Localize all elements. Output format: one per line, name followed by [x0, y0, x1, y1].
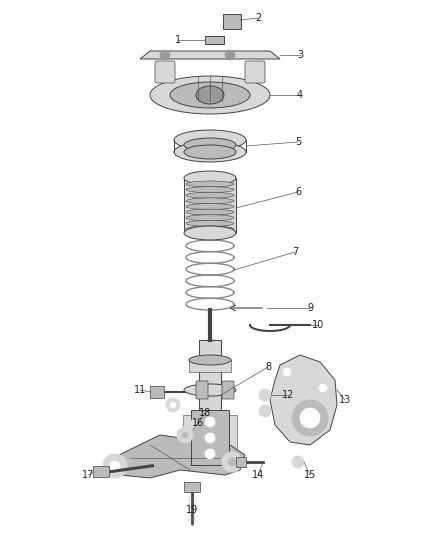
Ellipse shape [186, 226, 234, 232]
Text: 5: 5 [295, 137, 301, 147]
Circle shape [205, 417, 215, 427]
Text: 8: 8 [265, 362, 271, 372]
FancyBboxPatch shape [245, 61, 265, 83]
FancyBboxPatch shape [199, 340, 221, 410]
Ellipse shape [186, 215, 234, 221]
Ellipse shape [186, 209, 234, 215]
Text: 3: 3 [297, 50, 303, 60]
FancyBboxPatch shape [150, 386, 164, 398]
Ellipse shape [184, 171, 236, 185]
FancyBboxPatch shape [189, 360, 231, 372]
Ellipse shape [186, 181, 234, 187]
FancyBboxPatch shape [184, 178, 236, 233]
Circle shape [166, 398, 180, 412]
FancyBboxPatch shape [229, 415, 237, 460]
Circle shape [205, 449, 215, 459]
Ellipse shape [186, 192, 234, 198]
Circle shape [225, 50, 235, 60]
FancyBboxPatch shape [183, 415, 191, 460]
Ellipse shape [186, 187, 234, 192]
Text: 19: 19 [186, 505, 198, 515]
Text: 13: 13 [339, 395, 351, 405]
Circle shape [292, 400, 328, 436]
Text: 10: 10 [312, 320, 324, 330]
Circle shape [170, 402, 176, 408]
Circle shape [319, 384, 327, 392]
Ellipse shape [186, 220, 234, 227]
Circle shape [283, 368, 291, 376]
Ellipse shape [174, 142, 246, 162]
Circle shape [259, 389, 271, 401]
Text: 15: 15 [304, 470, 316, 480]
Text: 16: 16 [192, 418, 204, 428]
Ellipse shape [184, 226, 236, 240]
Ellipse shape [170, 82, 250, 108]
Text: 11: 11 [134, 385, 146, 395]
Ellipse shape [186, 204, 234, 209]
Ellipse shape [184, 145, 236, 159]
Text: 1: 1 [175, 35, 181, 45]
Circle shape [259, 405, 271, 417]
Circle shape [228, 458, 236, 466]
Ellipse shape [196, 86, 224, 104]
Polygon shape [270, 355, 337, 445]
Text: 14: 14 [252, 470, 264, 480]
Circle shape [205, 433, 215, 443]
Text: 9: 9 [307, 303, 313, 313]
Ellipse shape [174, 130, 246, 150]
Circle shape [110, 461, 120, 471]
Text: 7: 7 [292, 247, 298, 257]
Ellipse shape [184, 384, 236, 396]
Circle shape [321, 436, 329, 444]
Polygon shape [140, 51, 280, 59]
Circle shape [160, 50, 170, 60]
FancyBboxPatch shape [184, 482, 200, 492]
Ellipse shape [150, 76, 270, 114]
Text: 2: 2 [255, 13, 261, 23]
FancyBboxPatch shape [155, 61, 175, 83]
FancyBboxPatch shape [222, 381, 234, 399]
Circle shape [222, 452, 242, 472]
FancyBboxPatch shape [196, 381, 208, 399]
FancyBboxPatch shape [205, 36, 223, 44]
Ellipse shape [184, 138, 236, 152]
Circle shape [103, 454, 127, 478]
Circle shape [177, 427, 193, 443]
Text: 18: 18 [199, 408, 211, 418]
FancyBboxPatch shape [93, 466, 109, 477]
FancyBboxPatch shape [236, 457, 246, 467]
Circle shape [187, 420, 197, 430]
Circle shape [300, 408, 320, 428]
Text: 4: 4 [297, 90, 303, 100]
Circle shape [292, 456, 304, 468]
Ellipse shape [189, 355, 231, 365]
Text: 17: 17 [82, 470, 94, 480]
FancyBboxPatch shape [223, 14, 241, 29]
Text: 6: 6 [295, 187, 301, 197]
Polygon shape [105, 435, 245, 478]
Ellipse shape [186, 198, 234, 204]
FancyBboxPatch shape [191, 410, 229, 465]
Text: 12: 12 [282, 390, 294, 400]
Circle shape [182, 432, 188, 438]
